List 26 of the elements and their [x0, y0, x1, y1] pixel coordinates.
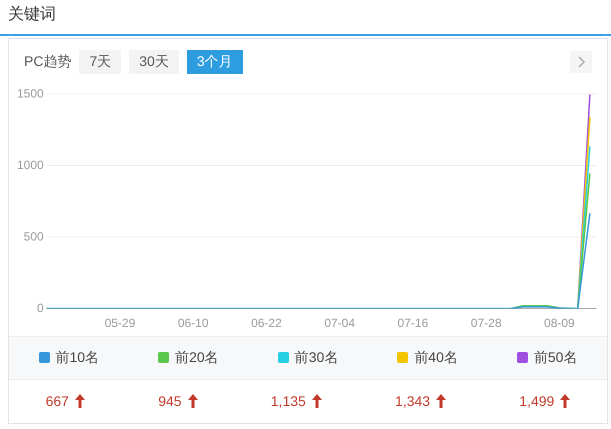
y-tick-label: 1000 — [16, 158, 44, 172]
chart-subtitle: PC趋势 — [24, 53, 72, 71]
x-tick-label: 07-28 — [470, 316, 502, 330]
chart-title: 关键词 — [8, 4, 56, 25]
x-tick-label: 06-10 — [178, 316, 209, 330]
x-tick-label: 07-16 — [398, 316, 429, 330]
y-tick-label: 500 — [24, 229, 44, 244]
text: 1,135 — [270, 393, 306, 409]
y-tick-label: 1500 — [16, 86, 44, 101]
text: 3个月 — [186, 50, 243, 74]
legend-label: 前40名 — [413, 349, 458, 367]
x-tick-label: 06-22 — [251, 316, 282, 330]
text: 945 — [158, 393, 182, 409]
text: 30天 — [129, 50, 179, 74]
legend-label: 前30名 — [294, 349, 338, 367]
legend-label: 前10名 — [54, 349, 100, 367]
x-tick-label: 05-29 — [104, 316, 136, 330]
x-tick-label: 07-04 — [324, 316, 356, 330]
text: 1,343 — [395, 393, 430, 409]
text: 1,499 — [519, 393, 554, 409]
x-tick-label: 08-09 — [544, 316, 576, 330]
legend-label: 前50名 — [532, 349, 578, 367]
legend-label: 前20名 — [174, 349, 219, 367]
y-tick-label: 0 — [37, 300, 44, 315]
text: 7天 — [79, 50, 122, 74]
text: 667 — [46, 393, 69, 409]
